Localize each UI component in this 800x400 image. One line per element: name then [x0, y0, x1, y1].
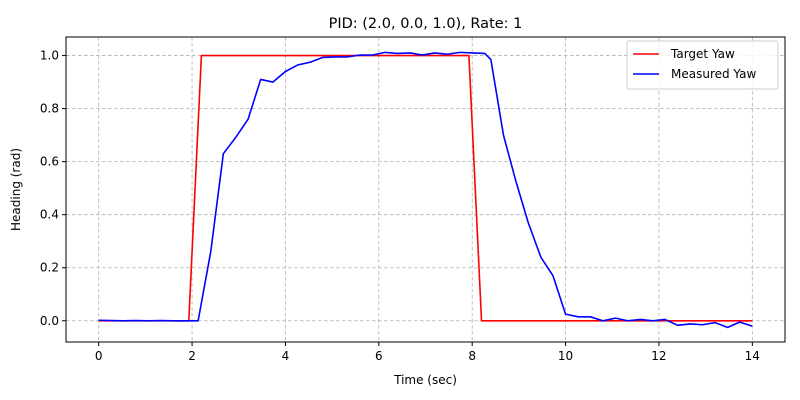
x-tick-label: 10: [558, 349, 573, 363]
x-tick-label: 14: [745, 349, 760, 363]
y-tick-label: 0.0: [40, 314, 59, 328]
axes-frame: [65, 36, 786, 343]
x-tick-label: 6: [375, 349, 383, 363]
chart-title: PID: (2.0, 0.0, 1.0), Rate: 1: [329, 16, 523, 32]
y-tick-label: 0.8: [40, 102, 59, 116]
y-tick-label: 1.0: [40, 49, 59, 63]
plot-area: [98, 51, 753, 329]
x-tick-label: 2: [188, 349, 196, 363]
y-axis-label: Heading (rad): [9, 148, 23, 231]
x-axis-label: Time (sec): [393, 373, 457, 387]
legend: Target Yaw Measured Yaw: [626, 40, 779, 90]
axis-ticks: 0 2 4 6 8 10 12 14 0.0 0.2 0.4 0.6 0.8 1.0: [40, 49, 760, 363]
target-yaw-legend-label: Target Yaw: [670, 47, 735, 61]
legend-box: [626, 40, 779, 90]
measured-yaw-legend-label: Measured Yaw: [671, 67, 756, 81]
x-tick-label: 0: [95, 349, 103, 363]
y-tick-label: 0.6: [40, 155, 59, 169]
x-tick-label: 4: [282, 349, 290, 363]
y-tick-label: 0.4: [40, 208, 59, 222]
x-tick-label: 12: [651, 349, 666, 363]
y-tick-label: 0.2: [40, 261, 59, 275]
measured-yaw-line: [98, 51, 753, 329]
x-tick-label: 8: [468, 349, 476, 363]
